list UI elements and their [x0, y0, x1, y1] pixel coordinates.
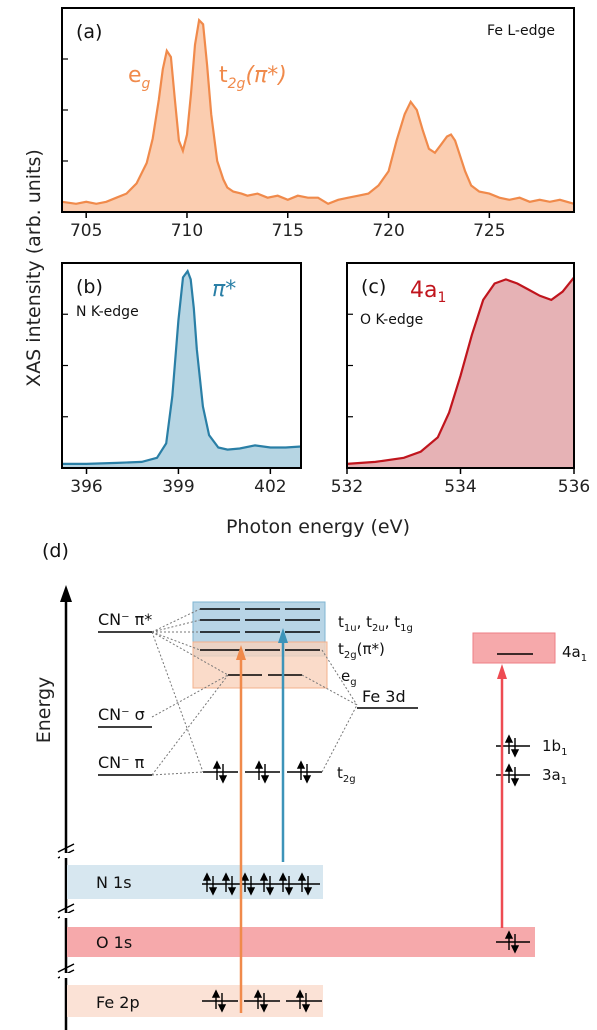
panel-a-area-fill	[62, 20, 574, 213]
spin-up-head	[211, 989, 221, 998]
spin-down-head	[208, 887, 218, 896]
4a1-box	[472, 632, 556, 664]
spin-down-head	[246, 887, 256, 896]
t2g-occupied-levels	[202, 745, 530, 1002]
peak-label-eg: eg	[128, 63, 151, 92]
3a1-label: 3a1	[542, 766, 567, 787]
spin-down-head	[510, 749, 520, 758]
eg-box	[192, 641, 328, 689]
4a1-label: 4a1	[562, 643, 587, 664]
spin-down-head	[259, 1004, 269, 1013]
panel-a-xtick-label: 715	[272, 221, 304, 241]
spin-up-head	[504, 734, 514, 743]
svg-text:Fe 3d: Fe 3d	[362, 687, 406, 706]
fe3d-label: Fe 3d	[357, 687, 418, 709]
o1s-label: O 1s	[96, 933, 132, 952]
panel-b-label: (b)	[76, 276, 103, 298]
n1s-band	[67, 865, 323, 899]
panel-b-area-fill	[62, 271, 301, 468]
panel-c: 532 534 536 (c) O K-edge 4a1	[331, 262, 590, 497]
spin-up-head	[295, 989, 305, 998]
panel-a-xtick-label: 720	[372, 221, 404, 241]
spin-up-head	[254, 760, 264, 769]
panel-d-label: (d)	[42, 540, 69, 562]
spin-up-head	[504, 763, 514, 772]
spin-up-head	[504, 930, 514, 939]
x-axis-label: Photon energy (eV)	[226, 516, 410, 538]
spin-down-head	[217, 1004, 227, 1013]
y-axis-label: XAS intensity (arb. units)	[23, 149, 45, 387]
energy-axis-arrowhead	[60, 585, 72, 602]
spin-up-head	[221, 872, 231, 881]
panel-a-label: (a)	[76, 21, 102, 43]
panel-c-label: (c)	[361, 276, 386, 298]
spin-up-head	[212, 760, 222, 769]
energy-axis-label: Energy	[33, 677, 55, 744]
svg-text:CN⁻ σ: CN⁻ σ	[98, 705, 145, 724]
spin-up-head	[202, 872, 212, 881]
spin-down-head	[227, 887, 237, 896]
panel-a: 705 710 715 720 725 (a) Fe L-edge eg t2g(π*)	[61, 7, 575, 241]
spin-down-head	[302, 775, 312, 784]
panel-c-xtick-label: 534	[444, 477, 476, 497]
o1s-to-4a1-arrow	[497, 664, 507, 928]
spin-up-head	[278, 872, 288, 881]
t2g-pi-star-label: t2g(π*)	[338, 640, 385, 661]
spin-down-head	[218, 775, 228, 784]
cn-sigma-label: CN⁻ σ	[98, 705, 152, 728]
n1s-label: N 1s	[96, 873, 132, 892]
panel-c-edge-label: O K-edge	[360, 312, 423, 328]
spin-down-head	[303, 887, 313, 896]
spin-down-head	[265, 887, 275, 896]
peak-label-t2g-pi-star: t2g(π*)	[219, 63, 287, 92]
correlation-dotted-lines	[151, 608, 358, 776]
spin-up-head	[253, 989, 263, 998]
panel-a-edge-label: Fe L-edge	[487, 23, 555, 39]
svg-text:CN⁻ π: CN⁻ π	[98, 753, 145, 772]
svg-text:CN⁻ π*: CN⁻ π*	[98, 610, 152, 629]
spin-up-head	[297, 872, 307, 881]
panel-c-xtick-label: 532	[331, 477, 363, 497]
electron-spin-pairs	[202, 734, 520, 1013]
peak-label-4a1: 4a1	[410, 278, 446, 306]
o1s-band	[67, 927, 535, 957]
panel-c-spectrum-line	[346, 276, 575, 465]
panel-a-xtick-label: 705	[70, 221, 102, 241]
cn-pi-star-label: CN⁻ π*	[98, 610, 152, 633]
spin-down-head	[510, 945, 520, 954]
panel-b-xtick-label: 399	[162, 477, 194, 497]
panel-b-xtick-label: 402	[254, 477, 286, 497]
eg-label: eg	[341, 667, 357, 688]
cn-pi-label: CN⁻ π	[98, 753, 152, 776]
spin-up-head	[240, 872, 250, 881]
spin-down-head	[510, 778, 520, 787]
panel-a-spectrum-line	[61, 17, 575, 206]
t2g-label: t2g	[337, 764, 356, 785]
panel-d-energy-diagram: (d) Energy N 1s O 1s Fe 2p	[33, 540, 587, 1030]
panel-c-xtick-label: 536	[558, 477, 590, 497]
spin-up-head	[296, 760, 306, 769]
spin-down-head	[301, 1004, 311, 1013]
spin-down-head	[260, 775, 270, 784]
panel-b: 396 399 402 (b) N K-edge π*	[61, 262, 302, 497]
panel-c-area-fill	[347, 277, 574, 468]
fe2p-label: Fe 2p	[96, 993, 140, 1012]
panel-b-edge-label: N K-edge	[76, 304, 139, 320]
t1u-t2u-t1g-label: t1u, t2u, t1g	[338, 613, 413, 634]
1b1-label: 1b1	[542, 737, 567, 758]
panel-a-xtick-label: 710	[171, 221, 203, 241]
peak-label-pi-star: π*	[212, 277, 236, 302]
fe2p-band	[67, 985, 323, 1017]
n1s-to-t1u-arrow	[278, 628, 288, 862]
panel-b-spectrum-line	[62, 268, 302, 465]
panel-b-xtick-label: 396	[70, 477, 102, 497]
panel-a-xtick-label: 725	[473, 221, 505, 241]
spin-up-head	[259, 872, 269, 881]
t-manifold-levels	[200, 608, 533, 676]
fe2p-to-t2g-arrow	[236, 645, 246, 1013]
spin-down-head	[284, 887, 294, 896]
